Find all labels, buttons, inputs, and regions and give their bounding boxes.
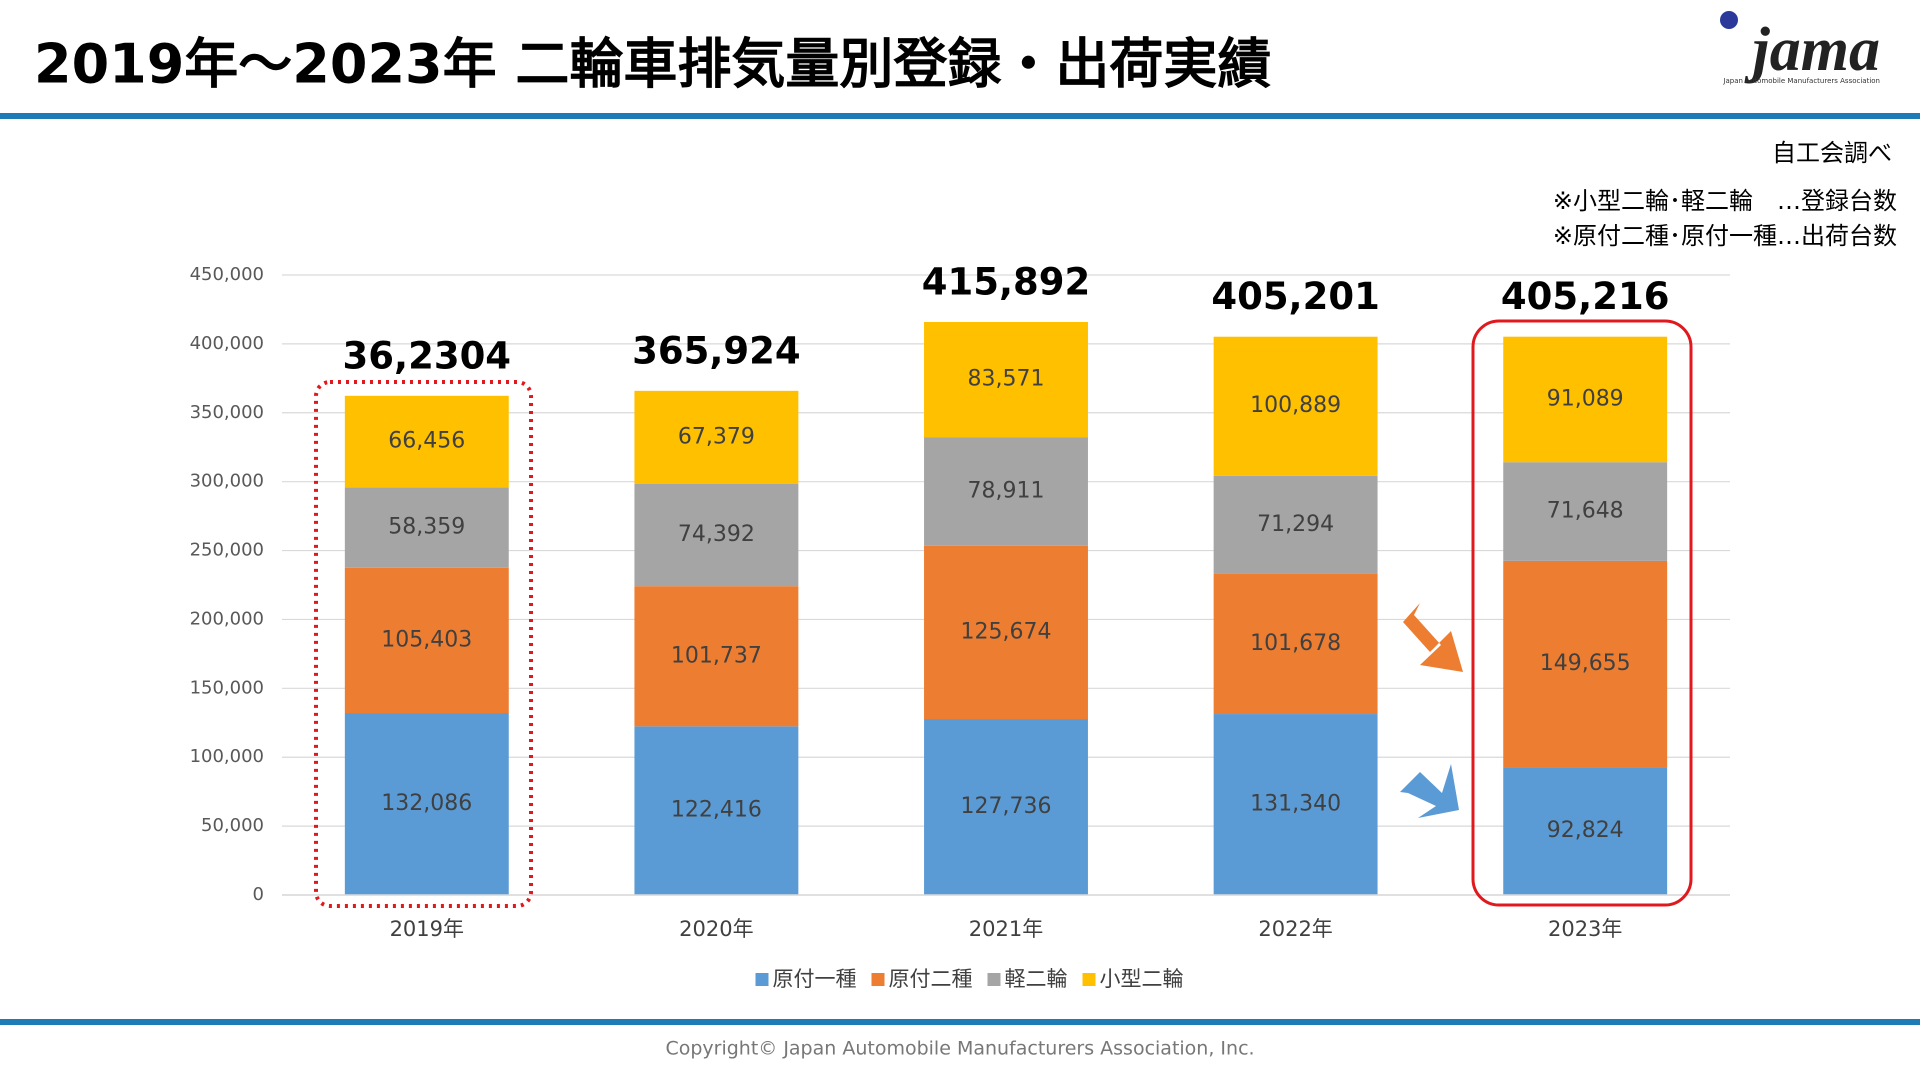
legend-label: 小型二輪	[1100, 967, 1184, 991]
segment-label: 105,403	[381, 627, 472, 652]
segment-label: 149,655	[1540, 651, 1631, 676]
segment-label: 101,737	[671, 643, 762, 668]
legend-swatch	[871, 973, 885, 986]
bar-segment	[344, 487, 509, 568]
bar-segment	[924, 545, 1088, 720]
bar-segment	[924, 719, 1088, 895]
source-note: 自工会調べ	[1772, 139, 1892, 167]
y-tick-label: 250,000	[190, 540, 264, 561]
note-line: ※小型二輪･軽二輪 …登録台数	[1553, 187, 1897, 215]
y-tick-label: 50,000	[201, 815, 264, 836]
x-tick-label: 2019年	[390, 917, 464, 941]
highlight-2019	[314, 380, 533, 908]
logo-dot	[1720, 11, 1738, 29]
segment-label: 66,456	[388, 429, 465, 454]
highlight-2023	[1471, 319, 1693, 907]
segment-label: 101,678	[1250, 631, 1341, 656]
y-tick-label: 150,000	[190, 677, 264, 698]
note-line: ※原付二種･原付一種…出荷台数	[1553, 222, 1897, 250]
x-tick-label: 2022年	[1258, 917, 1332, 941]
y-tick-label: 0	[253, 884, 264, 905]
copyright: Copyright© Japan Automobile Manufacturer…	[665, 1038, 1254, 1060]
slide-title: 2019年～2023年 二輪車排気量別登録・出荷実績	[34, 33, 1271, 96]
bar-segment	[344, 713, 509, 895]
y-tick-label: 100,000	[190, 746, 264, 767]
bar-segment	[634, 390, 799, 484]
bar-segment	[1213, 475, 1378, 574]
x-tick-label: 2020年	[679, 917, 753, 941]
segment-label: 92,824	[1547, 818, 1624, 843]
bar-segment	[1213, 573, 1378, 715]
bar-segment	[1503, 462, 1668, 561]
segment-label: 122,416	[671, 798, 762, 823]
bar-segment	[344, 567, 509, 714]
x-tick-label: 2023年	[1548, 917, 1622, 941]
legend-swatch	[987, 973, 1001, 986]
bar-segment	[634, 726, 799, 895]
arrow-up	[1403, 603, 1463, 672]
segment-label: 132,086	[381, 791, 472, 816]
segment-label: 83,571	[968, 367, 1045, 392]
y-tick-label: 300,000	[190, 471, 264, 492]
legend-label: 原付一種	[773, 967, 857, 991]
segment-label: 67,379	[678, 424, 755, 449]
bar-segment	[1503, 560, 1668, 768]
y-tick-label: 400,000	[190, 333, 264, 354]
segment-label: 91,089	[1547, 386, 1624, 411]
total-label: 405,201	[1211, 275, 1380, 318]
segment-label: 71,648	[1547, 499, 1624, 524]
bar-segment	[924, 437, 1088, 546]
legend-swatch	[1082, 973, 1096, 986]
logo-subtitle: Japan Automobile Manufacturers Associati…	[1722, 77, 1880, 85]
bar-segment	[634, 586, 799, 727]
segment-label: 131,340	[1250, 792, 1341, 817]
segment-label: 74,392	[678, 522, 755, 547]
footer-rule	[0, 1019, 1920, 1025]
bar-segment	[1213, 714, 1378, 895]
bar-segment	[1213, 336, 1378, 476]
total-label: 365,924	[632, 329, 801, 372]
arrow-down	[1400, 764, 1459, 818]
legend-label: 原付二種	[889, 967, 973, 991]
segment-label: 100,889	[1250, 393, 1341, 418]
bar-segment	[924, 321, 1088, 438]
segment-label: 125,674	[961, 619, 1052, 644]
legend-swatch	[755, 973, 769, 986]
segment-label: 58,359	[388, 515, 465, 540]
plot: 0 50,000 100,000 150,000 200,000 250,000 300,0…	[190, 260, 1730, 991]
segment-label: 71,294	[1257, 512, 1334, 537]
y-tick-label: 350,000	[190, 402, 264, 423]
y-tick-label: 450,000	[190, 264, 264, 285]
bar-segment	[344, 395, 509, 488]
segment-label: 127,736	[961, 794, 1052, 819]
bar-segment	[634, 483, 799, 587]
segment-label: 78,911	[968, 478, 1045, 503]
y-tick-label: 200,000	[190, 608, 264, 629]
total-label: 415,892	[922, 260, 1091, 303]
x-tick-label: 2021年	[969, 917, 1043, 941]
bar-segment	[1503, 336, 1668, 463]
bar-segment	[1503, 767, 1668, 895]
total-label: 36,2304	[343, 334, 512, 377]
header-rule	[0, 113, 1920, 119]
total-label: 405,216	[1501, 275, 1670, 318]
logo: jama	[1744, 16, 1880, 84]
legend-label: 軽二輪	[1005, 967, 1068, 991]
